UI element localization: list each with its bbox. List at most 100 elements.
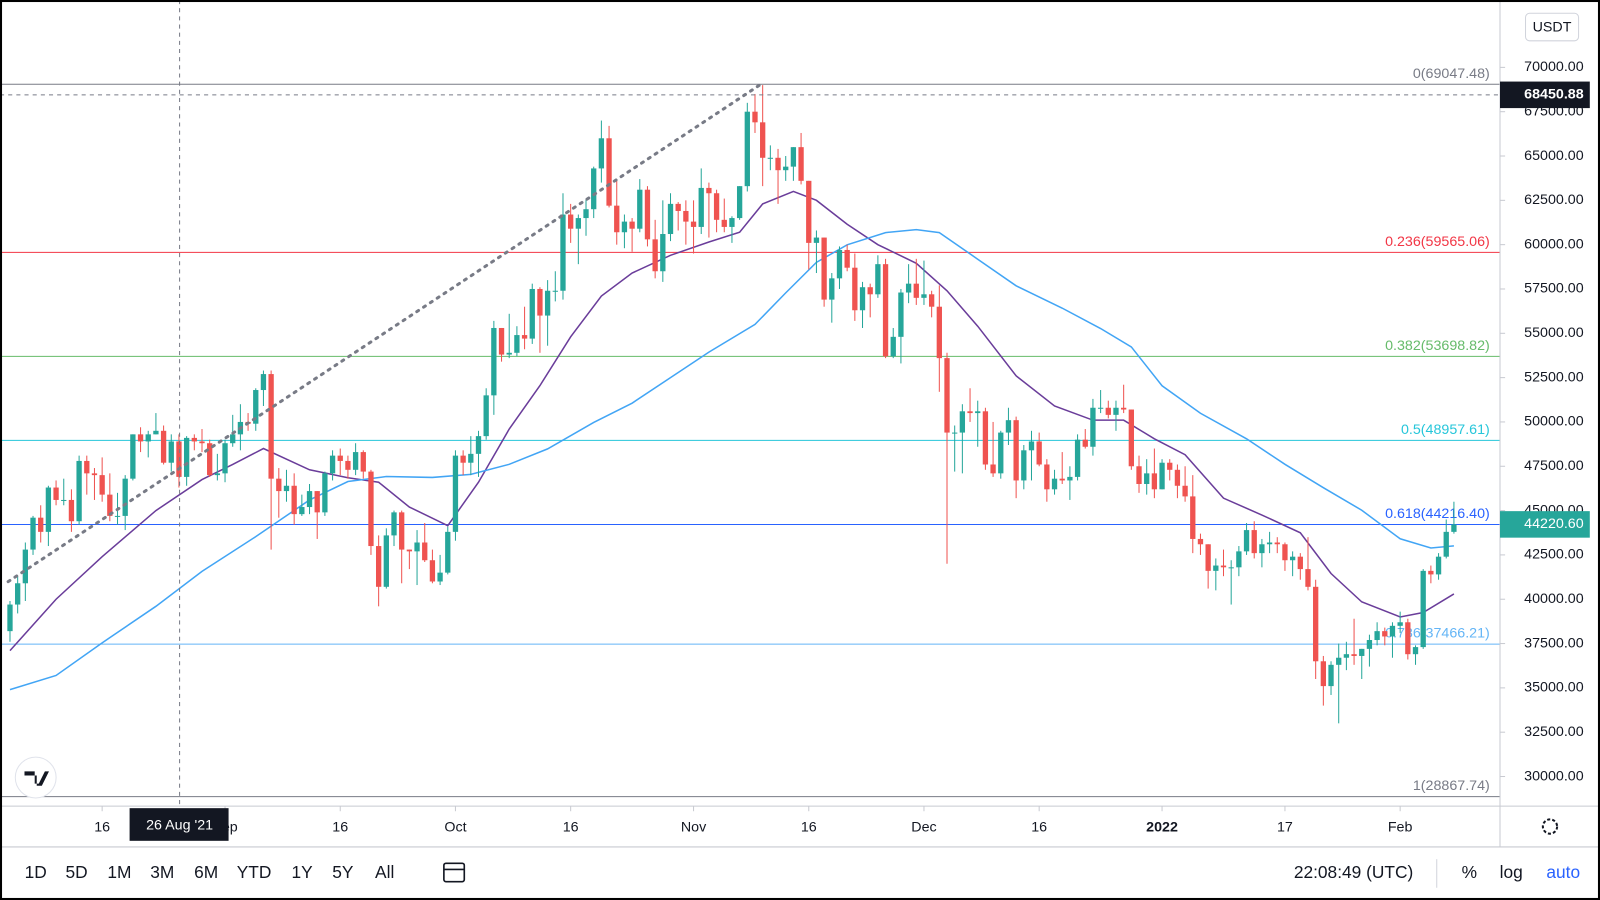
range-button[interactable]: 5Y	[332, 862, 354, 882]
candle-body	[214, 473, 221, 476]
candle-body	[1289, 556, 1296, 561]
clock[interactable]: 22:08:49 (UTC)	[1294, 862, 1413, 882]
candle-body	[276, 478, 282, 492]
candle-body	[299, 507, 305, 515]
range-button[interactable]: 6M	[194, 862, 218, 882]
candle-body	[176, 441, 182, 477]
candle-body	[1128, 409, 1134, 467]
crosshair-date-box	[129, 808, 229, 841]
candle-body	[882, 264, 889, 357]
candle-body	[1443, 531, 1449, 557]
range-button[interactable]: 1M	[107, 862, 131, 882]
scale-option[interactable]: auto	[1546, 862, 1580, 882]
candle-body	[1190, 496, 1196, 539]
y-tick-label: 65000.00	[1524, 148, 1584, 164]
candle-body	[852, 267, 858, 311]
y-tick-label: 62500.00	[1524, 192, 1584, 208]
candle-body	[360, 452, 366, 472]
candle-body	[1021, 450, 1027, 481]
candle-body	[675, 203, 681, 211]
scale-option[interactable]: log	[1500, 862, 1523, 882]
range-button[interactable]: 1Y	[291, 862, 313, 882]
axes: 30000.00 32500.00 35000.00 37500.00 40000.00…	[94, 59, 1590, 841]
candle-body	[698, 187, 704, 227]
candle-body	[1220, 565, 1227, 568]
y-tick-label: 50000.00	[1524, 414, 1584, 430]
candle-body	[399, 512, 405, 550]
range-button[interactable]: 3M	[150, 862, 174, 882]
candle-body	[1159, 462, 1165, 490]
candle-body	[1197, 538, 1204, 545]
candle-body	[1167, 462, 1173, 470]
logo-mark	[24, 771, 49, 786]
candle-body	[975, 411, 981, 414]
candle-body	[790, 147, 797, 167]
currency[interactable]: USDT	[1533, 19, 1572, 35]
candle-body	[959, 411, 966, 433]
range-button[interactable]: YTD	[237, 862, 272, 882]
candle-body	[468, 453, 474, 463]
candle-body	[345, 460, 351, 470]
candle-body	[552, 290, 558, 292]
range-button[interactable]: All	[375, 862, 394, 882]
candle-body	[437, 572, 443, 582]
candle-body	[867, 287, 873, 295]
candle-body	[836, 249, 843, 279]
x-tick-label: Feb	[1388, 819, 1413, 835]
candle-body	[1389, 625, 1396, 637]
range-button[interactable]: 5D	[65, 862, 87, 882]
candle-body	[199, 441, 205, 444]
candle-body	[1305, 569, 1311, 587]
candle-body	[1074, 439, 1081, 477]
candle-body	[22, 549, 28, 584]
crosshair-date: 26 Aug '21	[146, 817, 213, 833]
range-button[interactable]: 1D	[25, 862, 47, 882]
candle-body	[506, 352, 512, 355]
candle-body	[982, 411, 989, 465]
currency-box[interactable]	[1525, 12, 1580, 42]
candle-body	[283, 485, 290, 492]
moving-average	[9, 190, 1455, 652]
candle-body	[429, 560, 436, 582]
candle-body	[660, 234, 666, 272]
x-tick-label: 16	[563, 819, 579, 835]
candle-body	[1412, 647, 1419, 655]
candle-body	[160, 430, 167, 463]
candle-body	[114, 515, 121, 517]
candle-body	[713, 193, 720, 220]
candle-body	[1351, 654, 1357, 656]
candle-body	[1013, 420, 1019, 481]
x-tick-label: 16	[1031, 819, 1047, 835]
last-price: 44220.60	[1524, 516, 1584, 532]
candle-body	[798, 147, 804, 181]
candle-body	[560, 214, 566, 291]
candle-body	[1105, 407, 1111, 415]
candle-body	[583, 209, 589, 219]
settings-icon[interactable]	[1541, 818, 1559, 835]
x-tick-label: Dec	[911, 819, 936, 835]
candle-body	[68, 499, 75, 522]
candle-body	[683, 210, 689, 222]
candle-body	[1451, 524, 1457, 532]
candle-body	[1359, 648, 1365, 656]
y-tick-label: 42500.00	[1524, 547, 1584, 563]
candle-body	[1397, 622, 1403, 626]
scale-option[interactable]: %	[1462, 862, 1477, 882]
candle-body	[783, 166, 789, 171]
candle-body	[61, 499, 67, 501]
candle-body	[445, 531, 451, 573]
candle-body	[483, 395, 489, 437]
candle-body	[1121, 407, 1127, 410]
date-range-icon[interactable]	[443, 862, 466, 883]
candle-body	[368, 471, 374, 547]
candle-body	[122, 478, 128, 516]
candle-body	[952, 432, 958, 434]
candle-body	[168, 441, 174, 463]
y-tick-label: 35000.00	[1524, 680, 1584, 696]
candle-body	[45, 487, 52, 532]
fib-label: 0.382(53698.82)	[1385, 338, 1490, 354]
candle-body	[1228, 567, 1234, 569]
candle-body	[1059, 478, 1065, 481]
y-tick-label: 57500.00	[1524, 281, 1584, 297]
